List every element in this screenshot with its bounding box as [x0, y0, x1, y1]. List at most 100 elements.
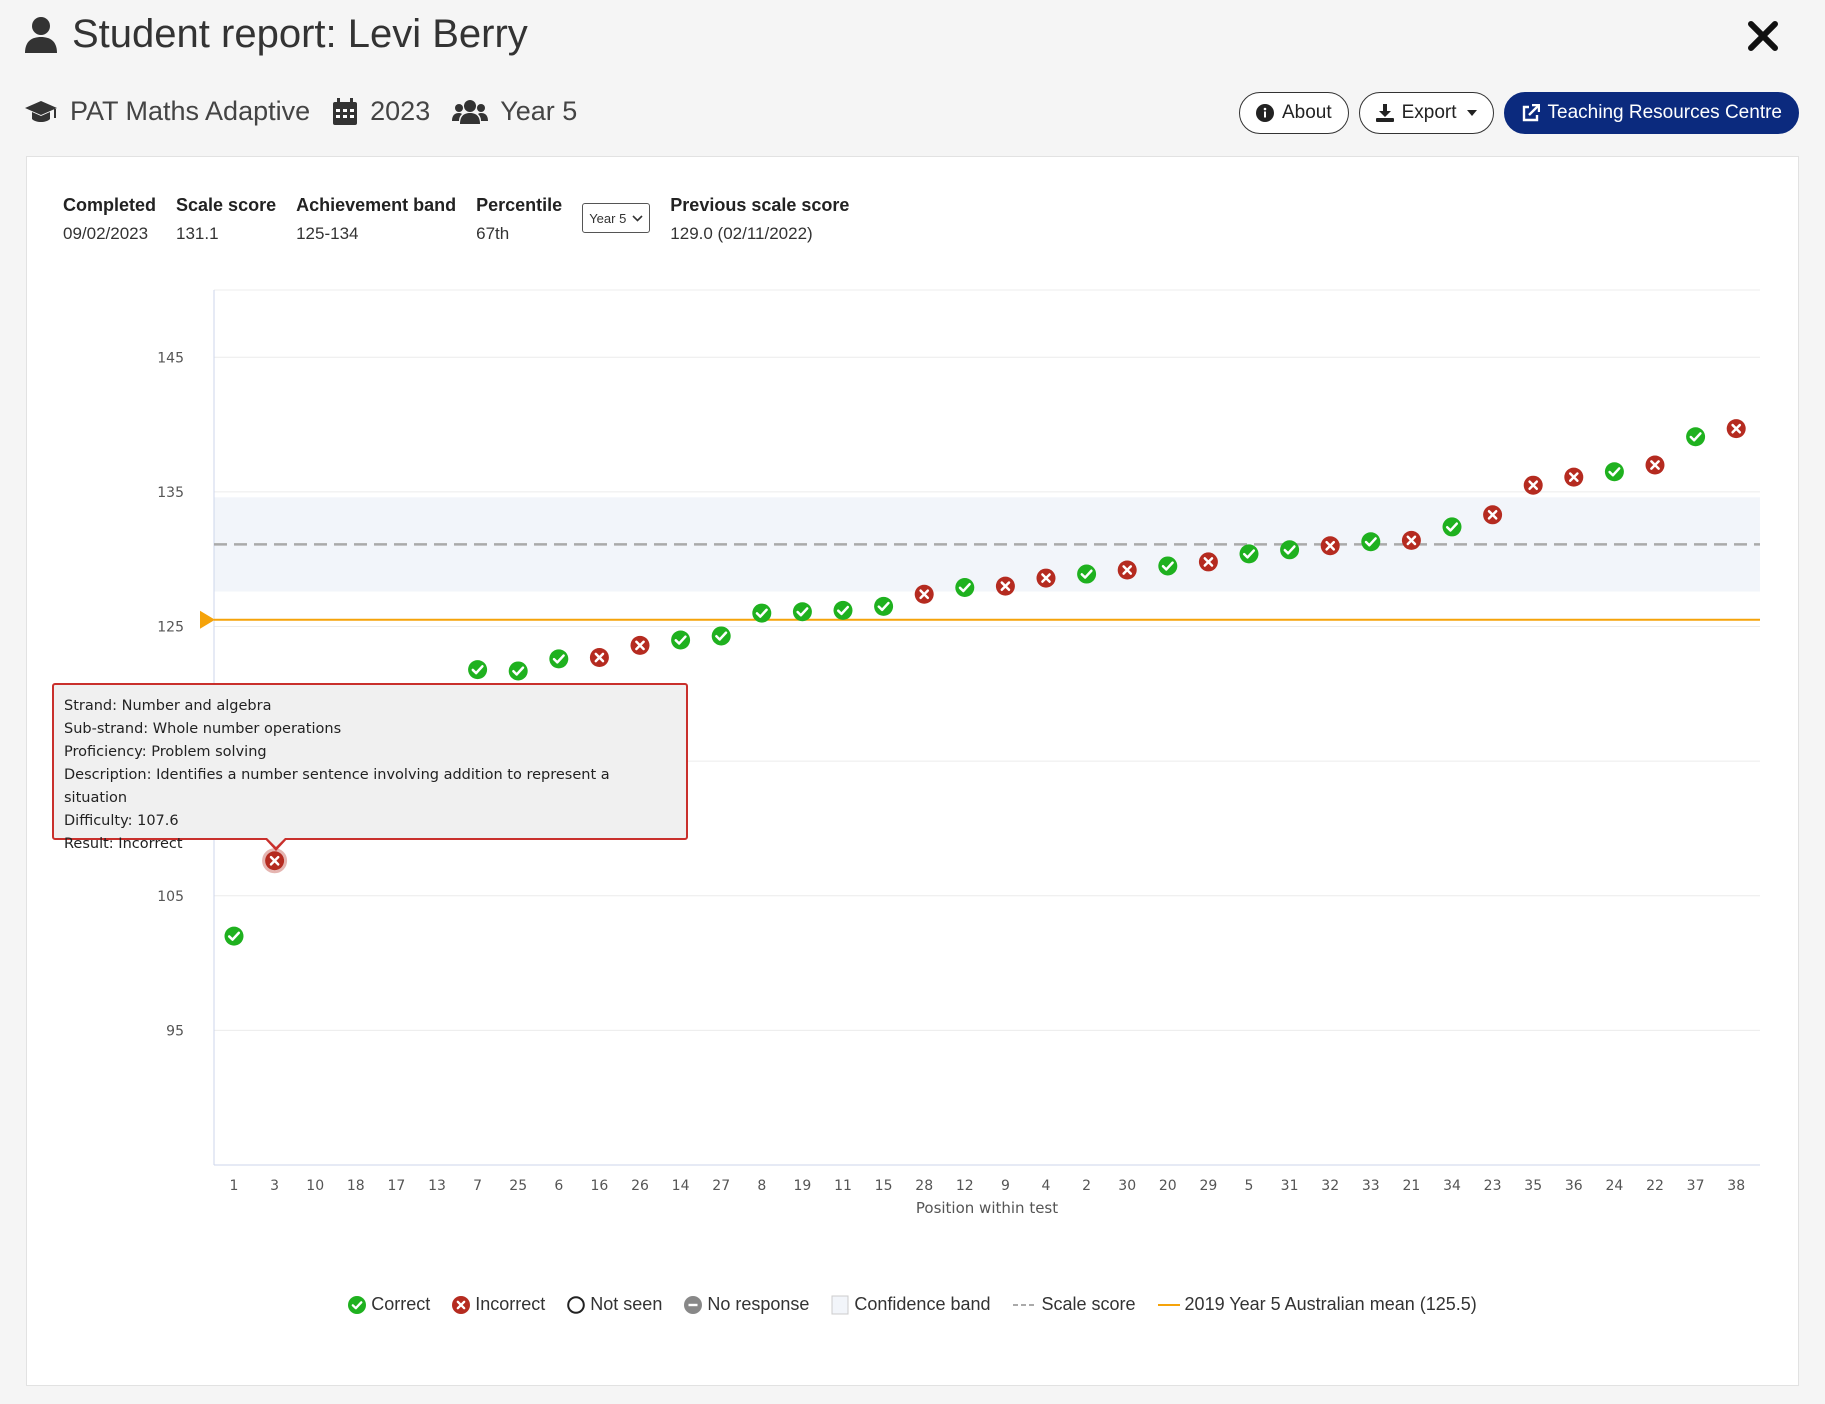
stat-completed: Completed 09/02/2023	[63, 195, 156, 244]
stat-achievement-band: Achievement band 125-134	[296, 195, 456, 244]
x-icon	[1731, 423, 1742, 434]
point-marker	[1604, 462, 1624, 482]
check-icon	[512, 666, 525, 676]
check-icon	[1364, 537, 1377, 547]
point-correct[interactable]	[874, 596, 894, 616]
point-correct[interactable]	[1361, 532, 1381, 552]
point-marker	[671, 630, 691, 650]
check-icon	[1608, 467, 1621, 477]
point-correct[interactable]	[752, 603, 772, 623]
point-incorrect[interactable]	[1564, 467, 1584, 487]
x-tick-label: 38	[1727, 1178, 1745, 1194]
legend-label: Correct	[371, 1294, 431, 1314]
x-tick-label: 31	[1281, 1178, 1299, 1194]
point-marker	[833, 600, 853, 620]
legend-correct[interactable]: Correct	[348, 1294, 430, 1315]
point-correct[interactable]	[955, 578, 975, 597]
x-icon	[1325, 540, 1336, 551]
point-correct[interactable]	[1158, 556, 1178, 576]
point-correct[interactable]	[792, 602, 812, 622]
legend-not-seen[interactable]: Not seen	[567, 1294, 662, 1315]
tooltip-proficiency: Proficiency: Problem solving	[64, 744, 267, 760]
check-icon	[796, 607, 809, 617]
legend-label: Confidence band	[854, 1294, 991, 1314]
export-button[interactable]: Export	[1358, 92, 1494, 134]
about-button[interactable]: About	[1238, 92, 1349, 134]
point-incorrect[interactable]	[1401, 530, 1421, 550]
point-incorrect[interactable]	[1320, 536, 1340, 556]
point-incorrect[interactable]	[1645, 455, 1665, 475]
point-correct[interactable]	[1442, 517, 1462, 537]
legend-incorrect[interactable]: Incorrect	[452, 1294, 545, 1315]
x-icon	[1122, 565, 1133, 575]
minus-circle-icon	[684, 1295, 703, 1314]
point-incorrect[interactable]	[589, 648, 609, 667]
x-tick-label: 8	[757, 1178, 766, 1194]
legend-scale-score[interactable]: Scale score	[1012, 1294, 1136, 1315]
check-icon	[1242, 549, 1256, 559]
check-icon	[1161, 561, 1174, 571]
stat-previous-score: Previous scale score 129.0 (02/11/2022)	[670, 195, 849, 244]
point-correct[interactable]	[1280, 540, 1300, 560]
stat-value: 125-134	[296, 224, 359, 243]
legend-no-response[interactable]: No response	[684, 1294, 809, 1315]
point-incorrect[interactable]	[1198, 552, 1218, 572]
x-tick-label: 1	[230, 1178, 239, 1194]
x-tick-label: 12	[956, 1178, 974, 1194]
point-correct[interactable]	[1604, 462, 1624, 482]
point-correct[interactable]	[1686, 427, 1706, 447]
x-axis-title: Position within test	[916, 1199, 1058, 1217]
test-year: 2023	[370, 96, 431, 126]
point-incorrect[interactable]	[914, 584, 934, 604]
x-icon	[1650, 460, 1660, 470]
stat-label: Achievement band	[296, 195, 457, 215]
x-icon	[1528, 480, 1539, 491]
point-correct[interactable]	[1077, 564, 1097, 584]
point-correct[interactable]	[224, 926, 244, 946]
y-tick-label: 145	[157, 350, 184, 366]
point-correct[interactable]	[833, 600, 853, 620]
legend-confidence-band[interactable]: Confidence band	[831, 1294, 991, 1315]
y-tick-label: 95	[166, 1023, 184, 1039]
x-tick-label: 17	[387, 1178, 405, 1194]
close-icon[interactable]	[1741, 14, 1785, 58]
point-incorrect[interactable]	[1726, 419, 1746, 439]
teaching-resources-button[interactable]: Teaching Resources Centre	[1503, 92, 1799, 134]
tooltip-arrow-fill	[266, 837, 286, 847]
point-correct[interactable]	[549, 649, 569, 669]
stat-label: Scale score	[176, 195, 277, 215]
point-incorrect[interactable]	[995, 576, 1015, 596]
point-marker	[1442, 517, 1462, 537]
point-marker	[1158, 556, 1178, 576]
solid-line-icon	[1157, 1303, 1180, 1306]
x-tick-label: 29	[1199, 1178, 1217, 1194]
x-tick-label: 24	[1605, 1178, 1623, 1194]
point-correct[interactable]	[508, 661, 528, 681]
point-incorrect[interactable]	[1483, 505, 1503, 525]
y-tick-label: 135	[157, 485, 184, 501]
x-tick-label: 2	[1082, 1178, 1091, 1194]
percentile-year-select[interactable]: Year 5	[582, 203, 651, 233]
point-incorrect[interactable]	[1036, 568, 1056, 588]
check-icon	[877, 601, 890, 612]
tooltip-difficulty: Difficulty: 107.6	[64, 813, 179, 829]
point-marker	[1239, 544, 1259, 564]
point-incorrect[interactable]	[1523, 475, 1543, 495]
x-icon	[1406, 535, 1417, 546]
point-correct[interactable]	[1239, 544, 1259, 564]
point-marker	[752, 603, 772, 623]
point-correct[interactable]	[468, 660, 488, 680]
point-correct[interactable]	[711, 626, 731, 646]
point-incorrect[interactable]	[1117, 560, 1137, 580]
point-correct[interactable]	[671, 630, 691, 650]
x-tick-label: 4	[1042, 1178, 1051, 1194]
x-tick-label: 26	[631, 1178, 649, 1194]
calendar-icon	[333, 97, 358, 125]
legend-australian-mean[interactable]: 2019 Year 5 Australian mean (125.5)	[1157, 1294, 1477, 1315]
report-header: Student report: Levi Berry	[24, 12, 528, 57]
x-icon	[1568, 472, 1579, 482]
y-tick-label: 105	[157, 889, 184, 905]
legend-label: 2019 Year 5 Australian mean (125.5)	[1184, 1294, 1477, 1314]
point-incorrect[interactable]	[630, 635, 650, 655]
x-tick-label: 20	[1159, 1178, 1177, 1194]
